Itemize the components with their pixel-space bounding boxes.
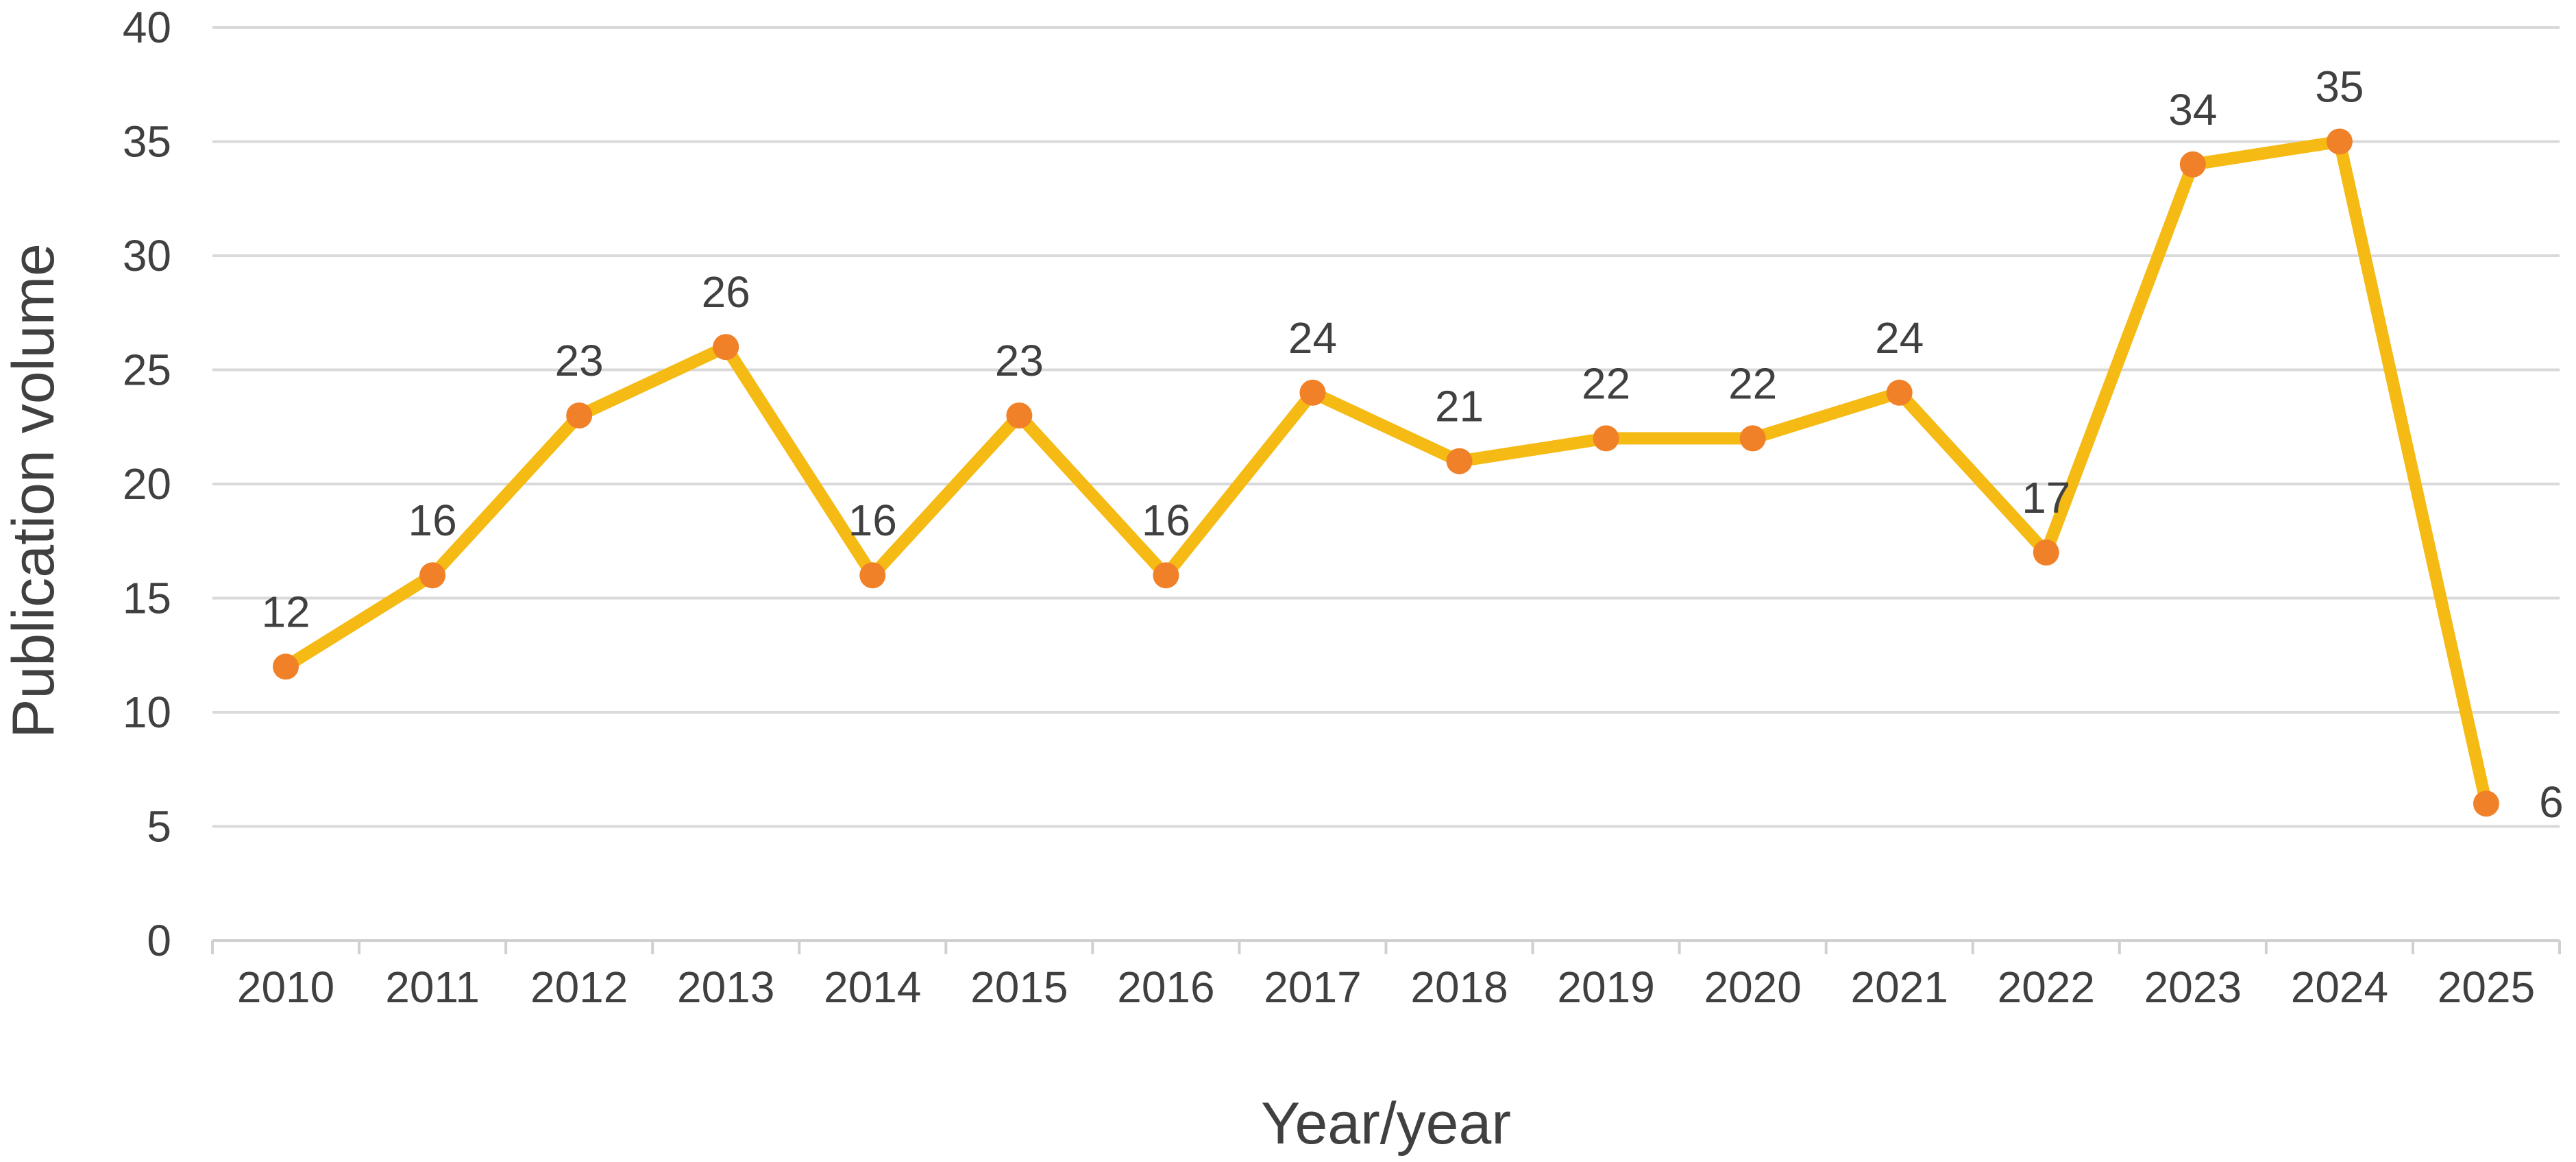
data-point-2012 <box>566 402 593 429</box>
y-tick-label-20: 20 <box>123 459 171 509</box>
x-tick-label-2016: 2016 <box>1117 963 1214 1012</box>
x-tick-label-2020: 2020 <box>1704 963 1801 1012</box>
data-point-2019 <box>1593 425 1619 452</box>
data-label-2017: 24 <box>1288 313 1337 363</box>
x-tick-label-2013: 2013 <box>677 963 774 1012</box>
y-tick-label-25: 25 <box>123 346 171 395</box>
data-label-2023: 34 <box>2168 85 2217 134</box>
x-tick-label-2023: 2023 <box>2144 963 2242 1012</box>
data-label-2014: 16 <box>848 496 897 545</box>
data-point-2023 <box>2179 151 2206 178</box>
data-label-2016: 16 <box>1142 496 1190 545</box>
y-tick-label-30: 30 <box>123 231 171 280</box>
data-label-2024: 35 <box>2315 62 2364 112</box>
data-label-2018: 21 <box>1435 382 1484 431</box>
x-tick-label-2022: 2022 <box>1998 963 2095 1012</box>
data-label-2013: 26 <box>702 267 750 317</box>
x-tick-label-2012: 2012 <box>530 963 628 1012</box>
data-point-2022 <box>2033 539 2059 566</box>
data-point-2014 <box>859 562 886 589</box>
data-point-2013 <box>713 334 739 361</box>
y-tick-label-40: 40 <box>123 3 171 52</box>
data-label-2022: 17 <box>2022 473 2070 522</box>
y-tick-label-5: 5 <box>147 802 171 851</box>
data-label-2015: 23 <box>995 336 1044 385</box>
data-point-2017 <box>1299 379 1326 406</box>
data-label-2020: 22 <box>1728 359 1777 408</box>
label-layer: 12 16 23 26 16 23 16 24 21 22 22 24 17 34 35 6 <box>261 62 2563 827</box>
x-tick-label-2014: 2014 <box>824 963 921 1012</box>
data-point-2010 <box>273 653 299 680</box>
data-label-2012: 23 <box>555 336 604 385</box>
x-tick-label-2021: 2021 <box>1851 963 1948 1012</box>
data-label-2019: 22 <box>1582 359 1630 408</box>
series-line-0 <box>280 135 2492 810</box>
x-tick-label-2024: 2024 <box>2291 963 2388 1012</box>
data-point-2016 <box>1153 562 1179 589</box>
grid-layer <box>212 26 2560 828</box>
y-tick-label-35: 35 <box>123 117 171 167</box>
y-tick-label-15: 15 <box>123 574 171 623</box>
x-tick-label-2018: 2018 <box>1410 963 1508 1012</box>
data-point-2021 <box>1886 379 1913 406</box>
data-point-2025 <box>2473 790 2499 817</box>
y-axis-title: Publication volume <box>1 243 66 738</box>
x-tick-label-2011: 2011 <box>385 963 480 1012</box>
x-tick-label-2019: 2019 <box>1557 963 1654 1012</box>
y-tick-label-10: 10 <box>123 688 171 737</box>
x-tick-label-2015: 2015 <box>970 963 1068 1012</box>
data-label-2021: 24 <box>1875 313 1924 363</box>
data-label-2010: 12 <box>261 587 310 636</box>
x-axis-title: Year/year <box>1261 1091 1511 1157</box>
data-point-2020 <box>1739 425 1766 452</box>
x-tick-label-2017: 2017 <box>1264 963 1361 1012</box>
data-point-2018 <box>1446 448 1473 474</box>
data-point-2011 <box>419 562 446 589</box>
x-tick-label-2010: 2010 <box>237 963 334 1012</box>
series-layer <box>273 128 2499 817</box>
data-point-2024 <box>2326 128 2353 155</box>
data-label-2025: 6 <box>2539 777 2564 827</box>
x-tick-label-2025: 2025 <box>2438 963 2535 1012</box>
data-label-2011: 16 <box>408 496 457 545</box>
data-point-2015 <box>1006 402 1033 429</box>
y-tick-label-0: 0 <box>147 916 171 965</box>
